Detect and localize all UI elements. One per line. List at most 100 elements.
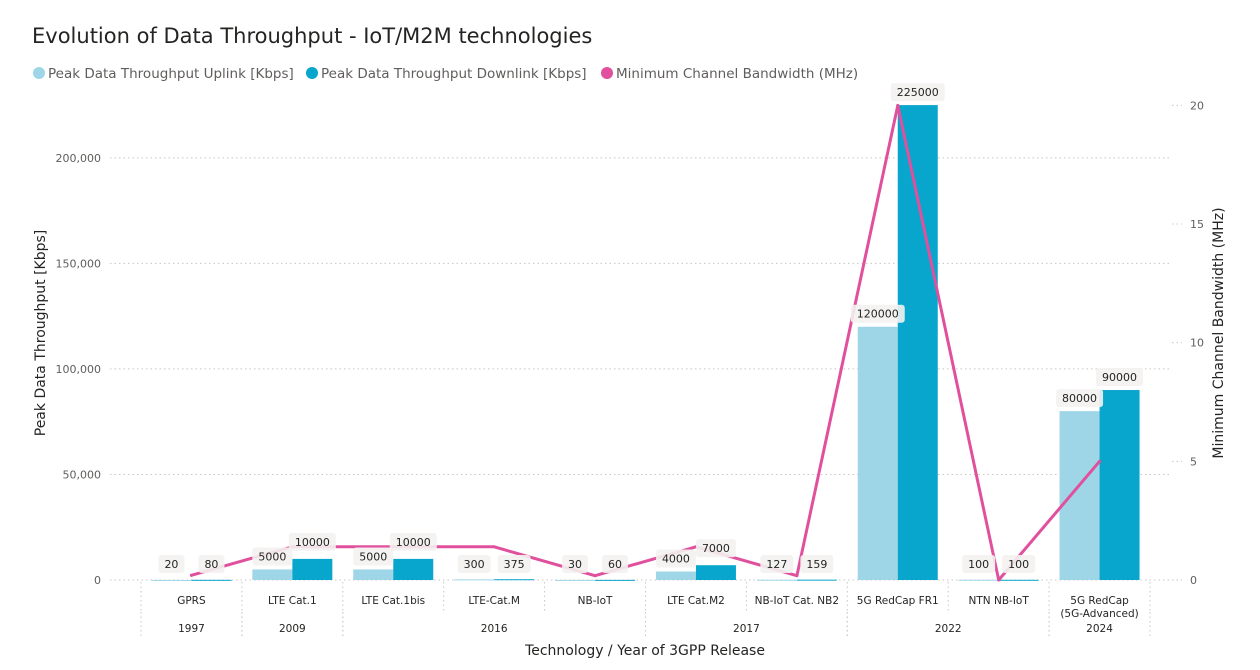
- bar-downlink: [393, 558, 434, 580]
- data-label-bg: [1002, 555, 1036, 573]
- legend: Peak Data Throughput Uplink [Kbps] Peak D…: [33, 66, 858, 82]
- data-label-bg: [760, 555, 794, 573]
- y-tick-label: 50,000: [63, 468, 102, 481]
- x-category-label: NTN NB-IoT: [969, 595, 1030, 607]
- bar-uplink: [353, 569, 394, 580]
- data-label-text: 225000: [897, 86, 939, 99]
- data-label-text: 5000: [359, 550, 387, 563]
- bar-downlink: [796, 579, 837, 581]
- legend-marker-1: [33, 67, 45, 79]
- bar-downlink: [998, 579, 1039, 581]
- data-labels: 20 80 5000 10000 5000 10000 300 375 30 60 4000 7000…: [158, 83, 1144, 573]
- data-label: 4000: [655, 549, 696, 568]
- data-label: 300: [457, 555, 491, 573]
- data-label: 10000: [389, 532, 437, 551]
- y2-tick-label: 15: [1190, 218, 1204, 231]
- bar-downlink: [1099, 390, 1140, 580]
- legend-label-3: Minimum Channel Bandwidth (MHz): [616, 66, 858, 82]
- y-tick-label: 150,000: [56, 257, 102, 270]
- data-label: 127: [760, 555, 794, 573]
- bar-downlink: [695, 565, 736, 580]
- data-label-text: 375: [504, 558, 525, 571]
- year-label: 1997: [178, 623, 205, 635]
- x-axis: GPRS LTE Cat.1 LTE Cat.1bis LTE-Cat.M NB-IoT…: [140, 582, 1151, 638]
- data-label: 120000: [850, 304, 905, 323]
- bar-uplink: [454, 579, 495, 581]
- x-category-label: 5G RedCap: [1070, 595, 1129, 607]
- data-label: 5000: [353, 547, 394, 566]
- y-tick-label: 100,000: [56, 363, 102, 376]
- data-label-bg: [389, 532, 437, 551]
- data-label-bg: [288, 532, 336, 551]
- bar-uplink: [1059, 411, 1100, 580]
- chart-title: Evolution of Data Throughput - IoT/M2M t…: [32, 24, 592, 48]
- data-label-text: 90000: [1102, 371, 1137, 384]
- data-label-bg: [1096, 368, 1144, 387]
- data-label: 80: [198, 555, 225, 573]
- x-category-label: LTE-Cat.M: [468, 595, 520, 607]
- year-label: 2024: [1086, 623, 1113, 635]
- data-label-text: 127: [766, 558, 787, 571]
- data-label: 80000: [1056, 389, 1104, 408]
- data-label-text: 100: [1008, 558, 1029, 571]
- data-label: 10000: [288, 532, 336, 551]
- data-label-text: 120000: [857, 308, 899, 321]
- x-category-label: LTE Cat.1: [268, 595, 317, 607]
- bar-uplink: [857, 326, 898, 580]
- bar-uplink: [555, 579, 596, 581]
- year-label: 2022: [935, 623, 962, 635]
- data-label: 100: [962, 555, 996, 573]
- y2-tick-label: 20: [1190, 99, 1204, 112]
- x-category-label: NB-IoT: [578, 595, 613, 607]
- data-label-bg: [457, 555, 491, 573]
- data-label: 7000: [695, 539, 736, 558]
- bandwidth-point: [795, 574, 799, 578]
- bar-downlink: [292, 558, 333, 580]
- data-label-text: 80000: [1062, 392, 1097, 405]
- x-category-label: LTE Cat.1bis: [361, 595, 425, 607]
- bar-uplink: [151, 579, 192, 581]
- bar-uplink: [958, 579, 999, 581]
- data-label: 159: [800, 555, 834, 573]
- legend-label-2: Peak Data Throughput Downlink [Kbps]: [321, 66, 587, 82]
- x-axis-title: Technology / Year of 3GPP Release: [524, 643, 765, 659]
- y2-axis-ticks: 0 5 10 15 20: [1172, 99, 1204, 587]
- data-label-text: 10000: [295, 536, 330, 549]
- bar-downlink: [191, 579, 232, 581]
- data-label-text: 10000: [396, 536, 431, 549]
- bar-downlink: [897, 105, 938, 580]
- bandwidth-point: [189, 573, 193, 577]
- y-tick-label: 200,000: [56, 152, 102, 165]
- data-label-text: 60: [608, 558, 622, 571]
- data-label-text: 30: [568, 558, 582, 571]
- y-tick-label: 0: [94, 574, 101, 587]
- y2-tick-label: 0: [1190, 574, 1197, 587]
- data-label-bg: [198, 555, 225, 573]
- year-label: 2009: [279, 623, 306, 635]
- data-label-bg: [562, 555, 589, 573]
- x-category-label: (5G-Advanced): [1060, 608, 1138, 620]
- data-label-bg: [353, 547, 394, 566]
- year-label: 2017: [733, 623, 760, 635]
- data-label-bg: [695, 539, 736, 558]
- bandwidth-point: [492, 545, 496, 549]
- year-label: 2016: [481, 623, 508, 635]
- gridlines: [110, 157, 1172, 581]
- x-category-label: GPRS: [177, 595, 206, 607]
- legend-marker-2: [306, 67, 318, 79]
- bandwidth-line: [189, 103, 1102, 582]
- y2-tick-label: 5: [1190, 455, 1197, 468]
- y-axis-ticks: 0 50,000 100,000 150,000 200,000: [56, 152, 102, 587]
- data-label-text: 5000: [258, 550, 286, 563]
- bar-uplink: [756, 579, 797, 581]
- data-label-bg: [850, 304, 905, 323]
- data-label-bg: [602, 555, 629, 573]
- data-label-text: 20: [164, 558, 178, 571]
- data-label-text: 100: [968, 558, 989, 571]
- bandwidth-point: [1098, 459, 1102, 463]
- data-label-bg: [655, 549, 696, 568]
- bar-downlink: [595, 579, 636, 581]
- x-category-label: NB-IoT Cat. NB2: [755, 595, 839, 607]
- data-label: 60: [602, 555, 629, 573]
- data-label-text: 80: [204, 558, 218, 571]
